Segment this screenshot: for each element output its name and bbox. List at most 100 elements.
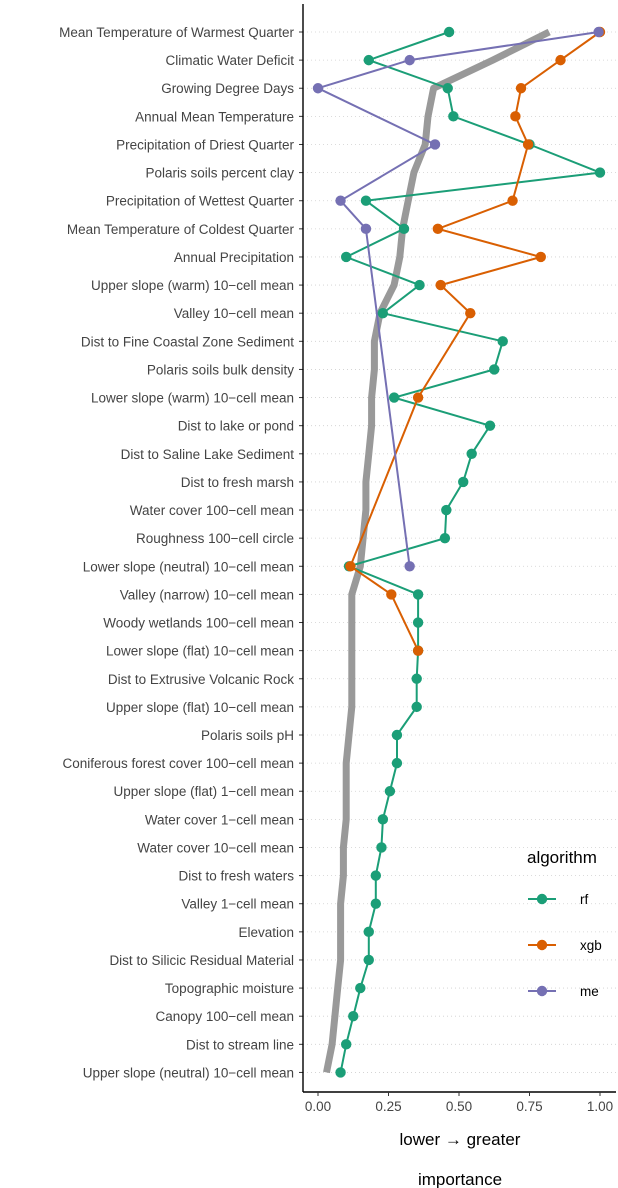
legend-label-rf: rf (580, 892, 588, 907)
data-point-rf (414, 279, 425, 291)
data-point-xgb (507, 195, 518, 206)
data-point-rf (348, 1011, 359, 1022)
data-point-me (593, 26, 604, 38)
gridlines (303, 31, 616, 1073)
y-tick-label: Canopy 100−cell mean (156, 1009, 294, 1024)
legend-key-point-rf (536, 893, 548, 905)
y-tick-label: Roughness 100−cell circle (136, 531, 294, 546)
y-tick-label: Valley (narrow) 10−cell mean (120, 587, 294, 602)
data-point-rf (484, 420, 496, 431)
legend: algorithm rf xgb me (527, 848, 602, 999)
data-point-rf (335, 1067, 346, 1078)
y-tick-label: Valley 10−cell mean (174, 306, 294, 321)
y-tick-label: Mean Temperature of Warmest Quarter (59, 25, 294, 40)
x-axis: 0.00 0.25 0.50 0.75 1.00 (303, 1091, 616, 1114)
y-tick-label: Polaris soils percent clay (145, 166, 294, 181)
data-point-rf (497, 336, 508, 347)
y-tick-label: Polaris soils pH (201, 728, 294, 743)
data-point-rf (341, 251, 352, 263)
legend-key-point-xgb (536, 939, 548, 951)
data-point-rf (360, 195, 372, 206)
data-point-rf (341, 1039, 352, 1050)
y-axis: Mean Temperature of Warmest Quarter Clima… (59, 4, 304, 1092)
y-tick-label: Woody wetlands 100−cell mean (103, 616, 294, 631)
data-point-rf (441, 504, 452, 516)
x-axis-title: lower → greater (400, 1130, 521, 1149)
data-point-me (429, 139, 441, 150)
y-tick-label: Dist to Extrusive Volcanic Rock (108, 672, 294, 687)
y-tick-label: Dist to fresh marsh (181, 475, 294, 490)
legend-key-point-me (536, 985, 548, 997)
data-point-xgb (412, 392, 424, 403)
data-point-rf (377, 308, 389, 319)
y-tick-label: Annual Mean Temperature (135, 109, 294, 124)
data-point-rf (398, 223, 410, 235)
x-tick-label: 0.50 (446, 1099, 472, 1114)
data-point-me (312, 83, 324, 94)
mean-importance-line (323, 28, 551, 1074)
y-tick-label: Valley 1−cell mean (181, 897, 294, 912)
data-point-rf (439, 532, 451, 544)
data-point-rf (594, 167, 606, 178)
data-point-xgb (535, 251, 546, 263)
series-points (312, 26, 606, 1078)
data-point-me (360, 223, 372, 235)
y-tick-label: Upper slope (flat) 10−cell mean (106, 700, 294, 715)
data-point-rf (412, 617, 424, 628)
series-line-rf (339, 31, 601, 1073)
y-tick-label: Precipitation of Wettest Quarter (106, 194, 295, 209)
y-tick-label: Dist to Saline Lake Sediment (121, 447, 295, 462)
data-point-xgb (555, 54, 566, 66)
x-tick-label: 0.75 (516, 1099, 542, 1114)
y-tick-label: Water cover 1−cell mean (145, 812, 294, 827)
data-point-rf (411, 701, 422, 713)
data-point-xgb (515, 83, 527, 94)
data-point-rf (412, 589, 424, 600)
y-tick-label: Dist to Silicic Residual Material (109, 953, 294, 968)
data-point-rf (363, 926, 374, 938)
y-tick-label: Upper slope (flat) 1−cell mean (114, 784, 294, 799)
y-tick-label: Topographic moisture (165, 981, 294, 996)
y-tick-label: Precipitation of Driest Quarter (116, 137, 294, 152)
data-point-rf (391, 757, 403, 769)
data-point-xgb (432, 223, 444, 235)
legend-label-xgb: xgb (580, 938, 602, 953)
y-tick-label: Dist to Fine Coastal Zone Sediment (81, 334, 294, 349)
data-point-rf (384, 786, 396, 797)
data-point-me (335, 195, 346, 206)
series-line-me (315, 31, 599, 567)
data-point-rf (370, 898, 382, 909)
y-tick-label: Dist to lake or pond (178, 419, 294, 434)
data-point-rf (489, 364, 500, 375)
data-point-xgb (386, 589, 397, 600)
legend-label-me: me (580, 984, 599, 999)
data-point-xgb (345, 561, 356, 572)
y-tick-label: Climatic Water Deficit (165, 53, 294, 68)
y-tick-label: Lower slope (flat) 10−cell mean (106, 644, 294, 659)
y-tick-label: Dist to fresh waters (178, 869, 294, 884)
y-tick-label: Mean Temperature of Coldest Quarter (67, 222, 295, 237)
mean-line (323, 28, 551, 1074)
y-tick-label: Coniferous forest cover 100−cell mean (63, 756, 295, 771)
data-point-rf (391, 729, 403, 741)
y-tick-label: Upper slope (warm) 10−cell mean (91, 278, 294, 293)
y-tick-label: Annual Precipitation (174, 250, 294, 265)
data-point-rf (458, 476, 469, 488)
y-tick-label: Growing Degree Days (161, 81, 294, 96)
data-point-xgb (522, 139, 534, 150)
data-point-rf (355, 982, 366, 994)
data-point-rf (411, 673, 422, 684)
y-tick-label: Dist to stream line (186, 1037, 294, 1052)
y-tick-label: Water cover 100−cell mean (130, 503, 294, 518)
data-point-rf (377, 814, 389, 825)
x-tick-label: 0.25 (375, 1099, 401, 1114)
y-tick-label: Lower slope (neutral) 10−cell mean (83, 559, 294, 574)
data-point-rf (448, 111, 459, 122)
data-point-me (404, 561, 415, 572)
data-point-rf (363, 954, 374, 966)
data-point-rf (370, 870, 382, 881)
data-point-rf (442, 83, 453, 94)
x-tick-label: 0.00 (305, 1099, 331, 1114)
data-point-rf (466, 448, 477, 459)
